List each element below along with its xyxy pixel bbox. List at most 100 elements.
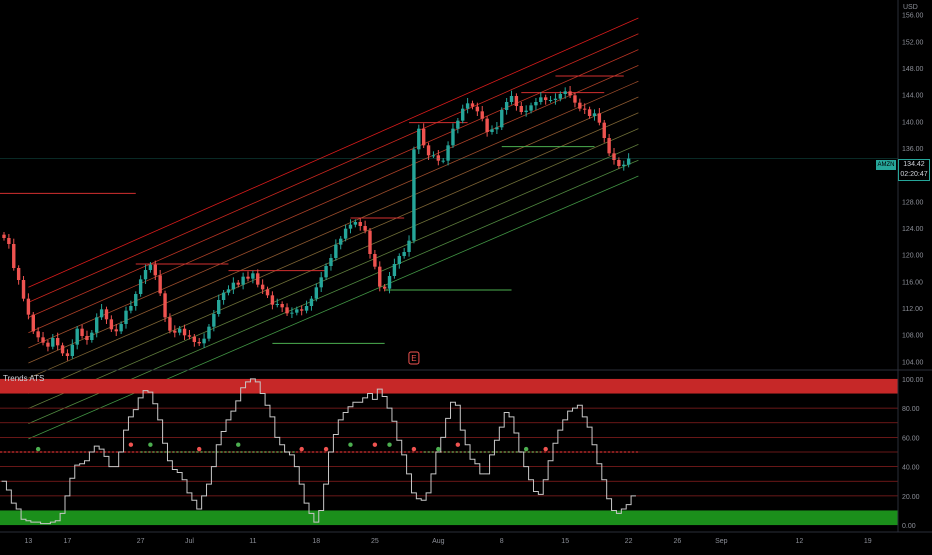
candle-body	[353, 222, 358, 225]
candle-body	[339, 238, 343, 245]
time-tick-label: Jul	[185, 538, 194, 545]
candle-body	[490, 129, 494, 132]
regression-channel	[28, 17, 639, 440]
candle-body	[177, 328, 182, 333]
candle-body	[622, 164, 626, 166]
candle-body	[153, 264, 157, 276]
candle-body	[41, 337, 45, 343]
candle-body	[104, 309, 109, 320]
candle-body	[402, 252, 406, 256]
indicator-tick-label: 20.00	[902, 494, 920, 501]
candle-body	[192, 336, 197, 342]
candle-body	[612, 153, 616, 160]
candle-body	[221, 292, 226, 300]
time-tick-label: 26	[674, 538, 682, 545]
candle-body	[475, 106, 480, 112]
time-tick-label: 11	[249, 538, 256, 545]
indicator-zone	[0, 378, 898, 394]
price-tick-label: 136.00	[902, 146, 924, 153]
candle-body	[75, 328, 79, 345]
candle-body	[548, 100, 553, 101]
candle-body	[31, 314, 35, 332]
candle-body	[46, 342, 50, 347]
indicator-signal-dot	[35, 446, 41, 452]
candle-body	[119, 324, 123, 332]
indicator-signal-dot	[436, 446, 441, 452]
candlestick-series: E	[2, 86, 631, 365]
price-tick-label: 120.00	[902, 253, 924, 260]
candle-body	[436, 155, 441, 161]
candle-body	[99, 309, 104, 318]
indicator-signal-dot	[411, 446, 417, 452]
candle-body	[382, 286, 387, 289]
channel-line	[28, 128, 639, 394]
indicator-tick-label: 100.00	[902, 377, 924, 384]
indicator-tick-label: 0.00	[902, 523, 916, 530]
candle-body	[529, 105, 533, 111]
candle-body	[202, 338, 206, 344]
channel-line	[28, 80, 639, 349]
indicator-signal-dot	[523, 446, 529, 452]
price-tick-label: 112.00	[902, 306, 923, 313]
candle-body	[597, 113, 602, 123]
channel-line	[28, 65, 639, 334]
candle-body	[509, 96, 514, 102]
time-tick-label: 8	[500, 538, 504, 545]
time-tick-label: Sep	[715, 538, 728, 545]
candle-body	[260, 284, 265, 290]
price-tick-label: 152.00	[902, 39, 924, 46]
indicator-zone	[0, 510, 898, 526]
candle-body	[173, 330, 177, 333]
candle-body	[392, 264, 397, 276]
candle-body	[573, 95, 577, 103]
indicator-title[interactable]: Trends ATS	[3, 374, 45, 383]
time-tick-label: 25	[371, 538, 379, 545]
candle-body	[368, 230, 372, 254]
channel-line	[28, 112, 639, 379]
candle-body	[36, 331, 40, 338]
candle-body	[148, 264, 153, 270]
time-tick-label: 22	[625, 538, 633, 545]
candle-body	[16, 268, 21, 280]
candle-body	[607, 138, 611, 154]
price-tick-label: 124.00	[902, 226, 924, 233]
indicator-signal-dot	[455, 442, 461, 447]
indicator-tick-label: 40.00	[902, 465, 920, 472]
candle-body	[387, 276, 392, 289]
candle-body	[441, 160, 445, 162]
indicator-tick-label: 60.00	[902, 435, 920, 442]
time-tick-label: Aug	[432, 538, 445, 545]
indicator-line	[1, 378, 636, 525]
time-tick-label: 15	[561, 538, 569, 545]
candle-body	[55, 338, 60, 346]
candle-body	[246, 276, 250, 279]
candle-body	[319, 277, 323, 288]
candle-body	[285, 307, 289, 314]
candle-body	[534, 102, 538, 106]
candle-body	[265, 289, 270, 296]
candle-body	[241, 276, 245, 285]
candle-body	[348, 224, 353, 229]
price-tick-label: 108.00	[902, 333, 924, 340]
candle-body	[187, 335, 192, 337]
indicator-pane	[0, 378, 898, 526]
time-tick-label: 27	[137, 538, 145, 545]
candle-body	[461, 108, 465, 121]
candle-body	[495, 127, 499, 130]
candle-body	[446, 145, 450, 161]
candle-body	[412, 149, 416, 241]
candle-body	[207, 326, 211, 339]
earnings-marker	[408, 351, 420, 365]
candle-body	[539, 97, 543, 102]
candle-body	[275, 304, 279, 305]
candle-body	[12, 244, 16, 268]
candle-body	[143, 270, 148, 280]
price-tick-label: 116.00	[902, 279, 923, 286]
candle-body	[378, 266, 382, 287]
candle-body	[524, 110, 528, 112]
candle-body	[95, 317, 99, 333]
candle-body	[314, 287, 319, 299]
indicator-signal-dot	[236, 442, 241, 447]
candle-body	[80, 328, 84, 336]
